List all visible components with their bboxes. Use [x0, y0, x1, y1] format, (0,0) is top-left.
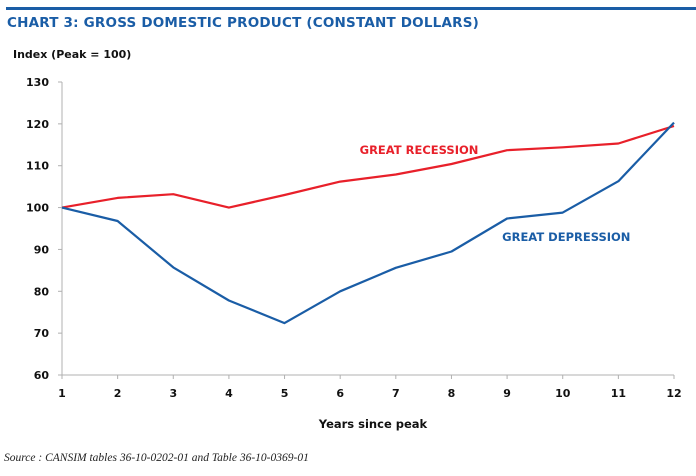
- source-note: Source : CANSIM tables 36-10-0202-01 and…: [4, 452, 309, 464]
- x-tick-label: 11: [611, 387, 626, 400]
- series-label-great-recession: GREAT RECESSION: [360, 143, 479, 157]
- y-axis-title: Index (Peak = 100): [13, 48, 132, 61]
- series-line-great-recession: [61, 124, 675, 209]
- x-tick-label: 3: [169, 387, 177, 400]
- x-tick-label: 2: [114, 387, 122, 400]
- title-rule: [6, 7, 696, 10]
- y-tick-label: 70: [34, 327, 50, 340]
- y-tick-label: 110: [26, 160, 49, 173]
- x-tick-label: 10: [555, 387, 571, 400]
- x-tick-label: 9: [503, 387, 511, 400]
- y-tick-label: 100: [26, 202, 49, 215]
- x-axis-title: Years since peak: [318, 417, 428, 431]
- x-tick-label: 4: [225, 387, 233, 400]
- x-tick-label: 5: [281, 387, 289, 400]
- x-tick-label: 12: [666, 387, 681, 400]
- chart-title: CHART 3: GROSS DOMESTIC PRODUCT (CONSTAN…: [7, 15, 479, 31]
- x-tick-label: 1: [58, 387, 66, 400]
- y-tick-label: 130: [26, 76, 49, 89]
- series-label-great-depression: GREAT DEPRESSION: [502, 230, 630, 244]
- x-tick-label: 6: [336, 387, 344, 400]
- x-tick-label: 8: [448, 387, 456, 400]
- y-tick-label: 90: [34, 243, 50, 256]
- x-tick-label: 7: [392, 387, 400, 400]
- y-tick-label: 60: [34, 369, 50, 382]
- y-tick-label: 80: [34, 285, 50, 298]
- y-tick-label: 120: [26, 118, 49, 131]
- series-line-great-depression: [61, 121, 675, 325]
